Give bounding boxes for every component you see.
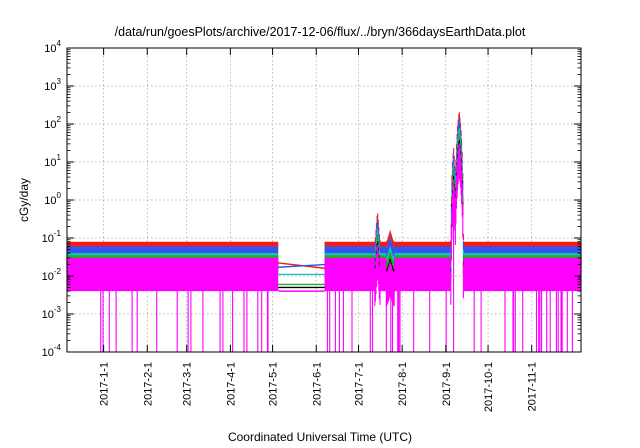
x-tick-label: 2017-5-1 xyxy=(268,362,280,406)
ticks-layer: 10-4 10-3 10-2 10-1 100 101 102 103 104 2017-1-1 2… xyxy=(42,39,581,412)
x-tick-label: 2017-4-1 xyxy=(225,362,237,406)
y-tick-label: 100 xyxy=(44,191,61,207)
series-line xyxy=(66,112,582,248)
x-tick-label: 2017-3-1 xyxy=(182,362,194,406)
y-tick-label: 104 xyxy=(44,39,61,55)
x-tick-label: 2017-8-1 xyxy=(397,362,409,406)
x-tick-label: 2017-7-1 xyxy=(354,362,366,406)
y-tick-label: 10-1 xyxy=(42,229,62,245)
x-tick-label: 2017-6-1 xyxy=(311,362,323,406)
x-tick-label: 2017-1-1 xyxy=(99,362,111,406)
x-tick-label: 2017-2-1 xyxy=(142,362,154,406)
x-tick-label: 2017-10-1 xyxy=(483,362,495,412)
x-axis-label: Coordinated Universal Time (UTC) xyxy=(228,430,412,444)
gap-connector-line xyxy=(278,263,325,268)
series-layer xyxy=(66,112,582,352)
y-tick-label: 102 xyxy=(44,115,61,131)
y-tick-label: 101 xyxy=(44,153,61,169)
y-tick-label: 10-2 xyxy=(42,267,62,283)
y-tick-label: 10-3 xyxy=(42,305,62,321)
y-tick-label: 103 xyxy=(44,77,61,93)
x-tick-label: 2017-11-1 xyxy=(527,362,539,411)
grid-layer xyxy=(67,48,581,352)
y-tick-label: 10-4 xyxy=(42,343,62,359)
y-axis-label: cGy/day xyxy=(17,178,31,222)
plot-frame xyxy=(66,47,582,353)
x-tick-label: 2017-9-1 xyxy=(441,362,453,406)
chart-title: /data/run/goesPlots/archive/2017-12-06/f… xyxy=(115,25,526,39)
